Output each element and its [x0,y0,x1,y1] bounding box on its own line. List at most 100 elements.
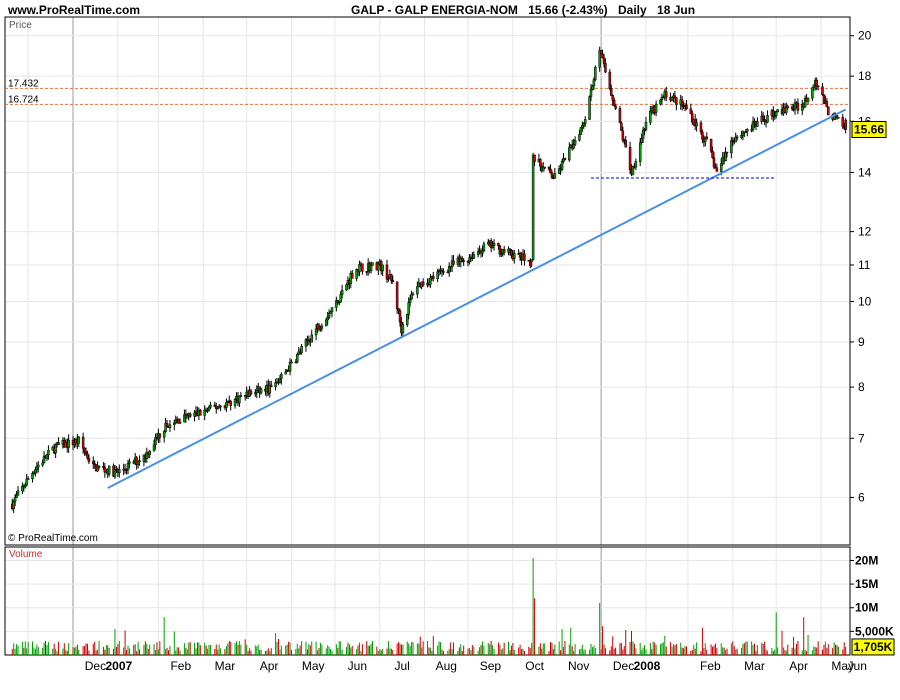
candle-up [113,469,117,477]
symbol-name: GALP - GALP ENERGIA-NOM [351,3,518,17]
candle-up [42,455,46,464]
x-month-label: Aug [436,659,457,673]
candle-up [492,242,496,246]
axis-labels: 67891011121416182020M15M10M5,000KDec2007… [85,29,895,673]
candle-down [498,245,502,255]
candle-down [601,53,604,58]
candle-down [462,260,465,262]
candle-up [168,424,172,429]
candle-down [825,101,829,108]
candle-down [608,71,612,89]
candle-up [162,431,166,438]
candle-up [207,406,211,411]
candle-up [660,97,664,101]
candle-up [330,307,334,313]
candle-up [416,286,419,295]
candle-up [695,122,698,127]
candle-up [24,485,27,488]
candle-up [634,161,638,168]
y-tick-label: 18 [858,69,872,83]
candle-down [533,154,536,162]
candle-down [709,138,713,152]
candle-down [680,99,684,106]
y-tick-label: 10 [858,295,872,309]
candle-up [225,402,228,408]
candle-up [340,289,344,295]
candle-up [583,119,587,124]
candle-up [239,395,243,397]
volume-bars [11,558,847,655]
candle-up [746,129,749,132]
candle-up [126,463,130,471]
x-month-label: Feb [700,659,721,673]
x-month-label: Mar [744,659,765,673]
x-month-label: Mar [215,659,236,673]
candle-down [673,95,677,98]
candle-down [81,436,85,449]
candle-up [193,412,196,417]
candle-down [816,85,820,88]
candle-down [518,253,522,258]
price-panel-frame [4,16,851,546]
price-panel-label: Price [9,20,32,31]
candle-up [97,466,101,468]
candle-up [284,371,287,375]
candle-down [725,151,729,154]
y-tick-label: 20 [858,29,872,43]
candle-up [408,298,412,303]
candle-up [13,497,17,502]
candle-up [553,173,557,179]
candle-up [326,317,329,321]
candle-up [259,388,263,394]
candle-up [405,314,409,325]
candle-up [381,264,384,272]
candle-up [12,501,15,509]
y-tick-label: 11 [858,258,871,272]
candle-up [730,140,733,154]
candle-up [209,404,212,408]
candle-down [361,263,364,272]
candle-down [691,113,694,123]
site-title[interactable]: www.ProRealTime.com [8,3,141,17]
x-month-label: Jul [395,659,410,673]
candle-up [25,478,28,486]
candle-up [152,444,156,452]
y-tick-label: 14 [858,165,872,179]
candle-down [614,105,617,109]
candle-up [238,395,241,404]
candle-down [269,384,273,387]
candle-down [612,99,616,107]
candle-up [16,490,20,496]
period-label: Daily [617,3,647,17]
candle-down [421,281,425,286]
reference-line-label: 16.724 [8,94,39,105]
candle-up [274,382,277,387]
candle-down [835,115,839,119]
candle-down [602,57,606,64]
copyright-label: © ProRealTime.com [8,533,98,544]
candle-up [288,361,292,372]
y-tick-label: 8 [858,380,865,394]
candle-up [659,99,662,105]
candle-down [604,63,607,73]
candle-down [786,106,790,108]
candle-down [547,166,551,170]
candle-up [324,319,328,327]
candle-up [15,494,18,498]
candle-down [611,95,614,101]
candle-down [83,447,86,453]
candle-down [539,159,542,167]
candle-up [542,166,545,172]
candle-down [618,108,622,124]
candle-down [815,79,818,87]
x-month-label: May [831,659,854,673]
candle-down [550,172,554,178]
candle-up [407,302,410,315]
candle-down [624,140,627,148]
candle-down [398,310,402,323]
candle-up [724,151,727,162]
candle-up [578,134,581,141]
candle-down [92,461,95,464]
candle-up [468,257,471,262]
